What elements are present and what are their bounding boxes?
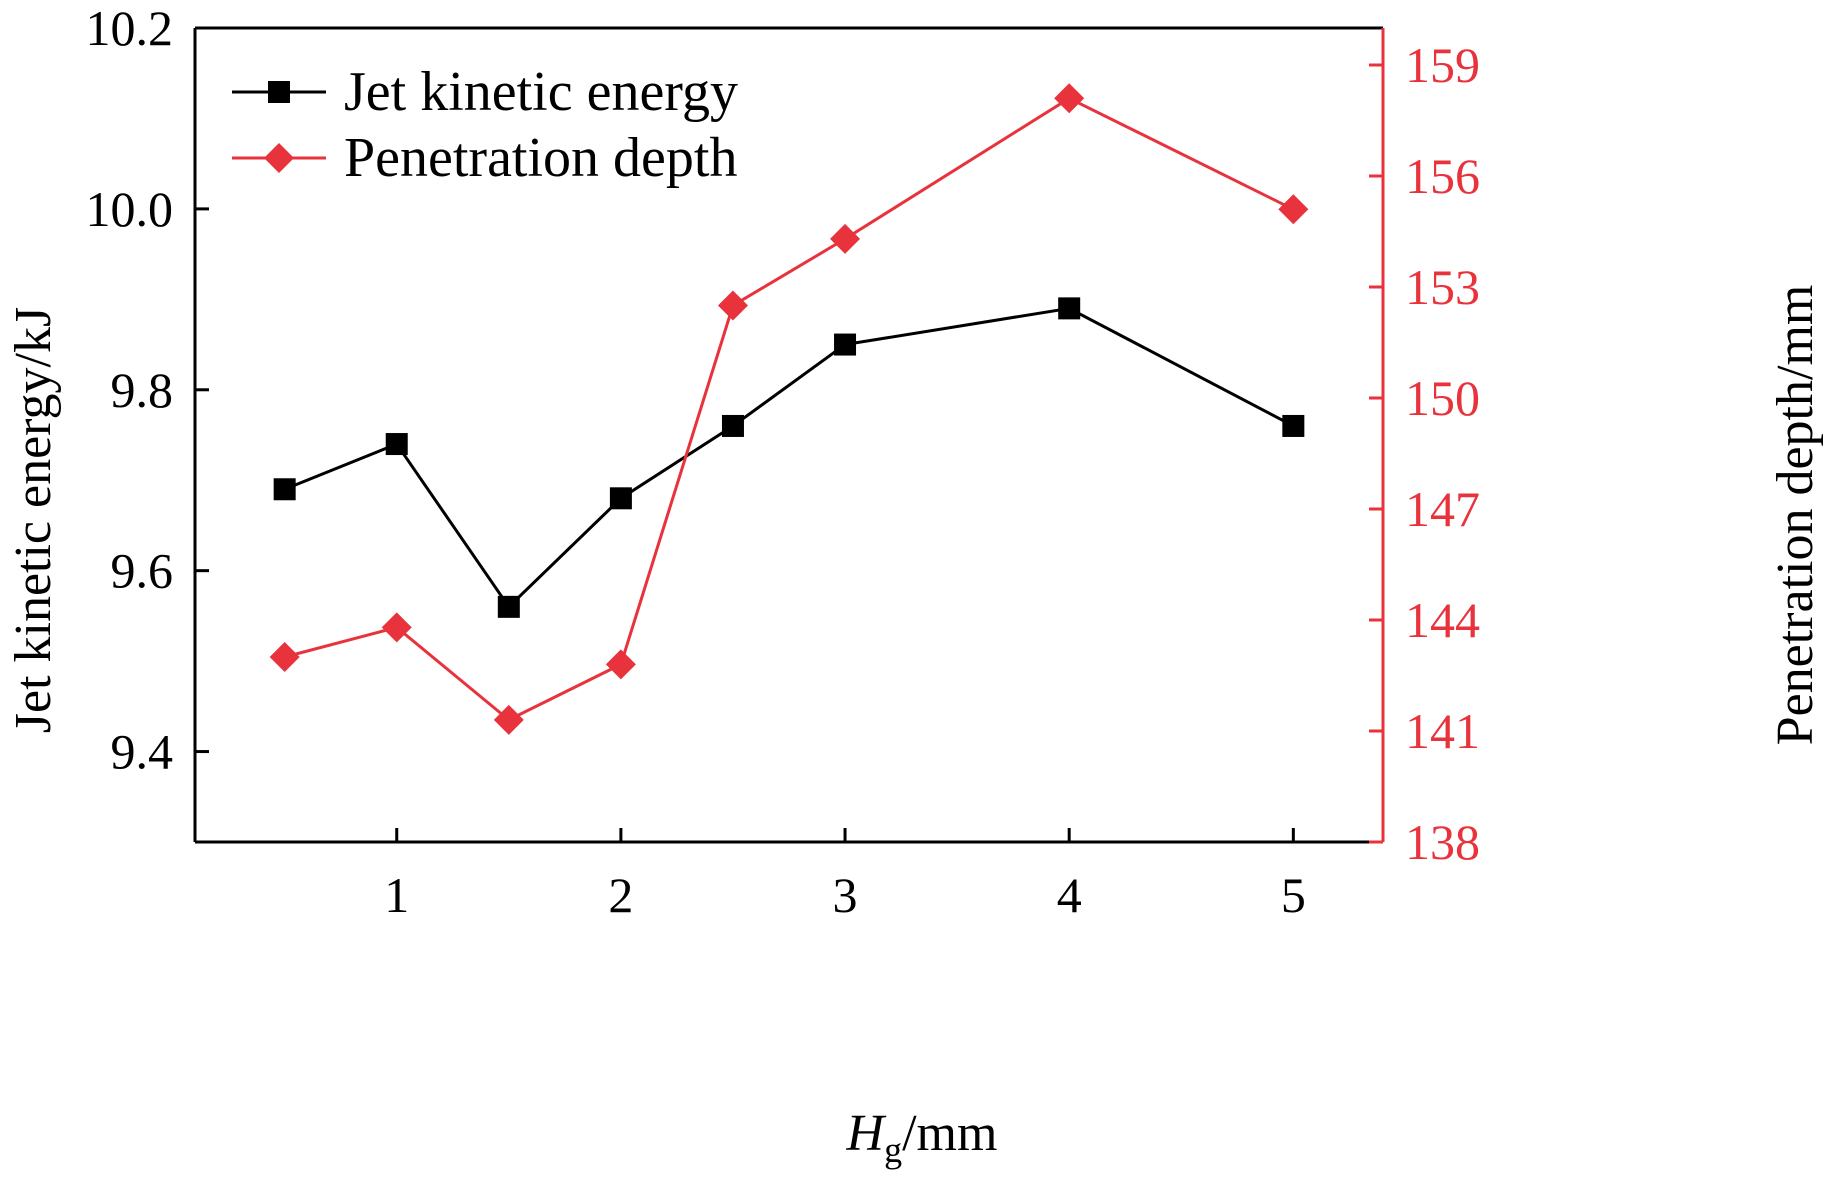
right-y-axis: 138 141 144 147 150 153 156 159 [1369,37,1480,870]
right-tick-label: 153 [1405,259,1480,315]
left-tick-label: 9.6 [111,543,174,599]
x-axis-title-main: H [846,1105,887,1162]
series-layer [269,83,1309,735]
x-axis-title-unit: /mm [902,1105,997,1162]
x-tick-label: 1 [384,867,409,923]
jet-kinetic-energy-line [284,306,1295,610]
x-tick-label: 2 [608,867,633,923]
right-tick-label: 138 [1405,814,1480,870]
right-tick-label: 159 [1405,37,1480,93]
y-left-axis-title: Jet kinetic energy/kJ [5,307,62,734]
right-tick-label: 156 [1405,148,1480,204]
x-axis: 1 2 3 4 5 [384,828,1306,923]
penetration-depth-point [830,223,861,254]
legend-marker-diamond [264,143,294,173]
jet-kinetic-energy-point [834,333,857,356]
jet-kinetic-energy-point [609,487,632,510]
y-right-axis-title: Penetration depth/mm [1767,285,1824,746]
left-y-axis: 9.4 9.6 9.8 10.0 10.2 [86,0,209,780]
x-tick-label: 4 [1057,867,1082,923]
penetration-depth-point [717,290,748,321]
x-axis-title-sub: g [884,1130,902,1170]
plot-frame [193,26,1385,844]
left-tick-label: 10.0 [86,181,174,237]
penetration-depth-point [605,649,636,680]
right-tick-label: 147 [1405,481,1480,537]
jet-kinetic-energy-point [1058,297,1081,320]
x-tick-label: 3 [833,867,858,923]
left-tick-label: 10.2 [86,0,174,56]
jet-kinetic-energy-point [497,595,520,618]
legend-label: Jet kinetic energy [344,61,738,123]
jet-kinetic-energy-point [1282,414,1305,437]
right-tick-label: 141 [1405,703,1480,759]
right-tick-label: 144 [1405,592,1480,648]
left-tick-label: 9.8 [111,362,174,418]
penetration-depth-point [381,612,412,643]
right-tick-label: 150 [1405,370,1480,426]
left-tick-label: 9.4 [111,724,174,780]
jet-kinetic-energy-point [273,478,296,501]
penetration-depth-line [284,96,1295,722]
penetration-depth-point [1054,83,1085,114]
jet-kinetic-energy-point [385,433,408,456]
penetration-depth-point [493,704,524,735]
legend-label: Penetration depth [344,127,737,189]
x-axis-title: Hg/mm [846,1105,998,1170]
penetration-depth-point [269,642,300,672]
penetration-depth-point [1278,194,1309,225]
legend-marker-square [268,81,290,103]
x-tick-label: 5 [1281,867,1306,923]
jet-kinetic-energy-point [721,414,744,437]
